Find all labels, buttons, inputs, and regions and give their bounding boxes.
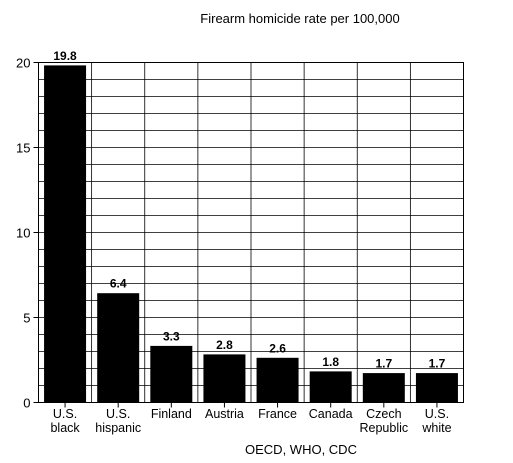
data-label: 1.7 — [375, 357, 392, 371]
bar — [44, 65, 87, 404]
x-tick-label: Czech — [366, 407, 401, 421]
y-tick-label: 5 — [23, 311, 30, 326]
y-tick-label: 10 — [16, 226, 30, 241]
data-label: 1.8 — [322, 355, 339, 369]
data-labels: 19.8 6.4 3.3 2.8 2.6 1.8 1.7 1.7 — [53, 49, 445, 371]
bar — [362, 373, 405, 404]
data-label: 2.6 — [269, 341, 286, 355]
data-label: 6.4 — [110, 277, 127, 291]
x-tick-label: black — [50, 421, 80, 435]
bar — [97, 293, 140, 404]
data-label: 3.3 — [163, 329, 180, 343]
x-tick-label: U.S. — [425, 407, 449, 421]
bar — [256, 357, 299, 403]
bar — [150, 345, 193, 403]
x-tick-label: Canada — [309, 407, 353, 421]
x-tick-label: U.S. — [53, 407, 77, 421]
bar — [203, 354, 246, 403]
bars — [44, 65, 458, 404]
chart-title: Firearm homicide rate per 100,000 — [200, 11, 399, 26]
x-tick-label: Republic — [359, 421, 408, 435]
bar — [415, 373, 458, 404]
x-tick-label: Austria — [205, 407, 244, 421]
x-tick-label: white — [421, 421, 451, 435]
y-tick-label: 15 — [16, 141, 30, 156]
data-label: 2.8 — [216, 338, 233, 352]
x-tick-label: U.S. — [106, 407, 130, 421]
y-tick-label: 20 — [16, 56, 30, 71]
y-tick-label: 0 — [23, 396, 30, 411]
bar — [309, 371, 352, 403]
y-axis-ticks: 0 5 10 15 20 — [16, 56, 39, 411]
x-tick-label: Finland — [151, 407, 192, 421]
data-label: 1.7 — [429, 357, 446, 371]
chart-source: OECD, WHO, CDC — [245, 442, 357, 457]
x-tick-label: France — [258, 407, 297, 421]
data-label: 19.8 — [53, 49, 77, 63]
x-tick-label: hispanic — [95, 421, 141, 435]
grid — [38, 62, 464, 403]
